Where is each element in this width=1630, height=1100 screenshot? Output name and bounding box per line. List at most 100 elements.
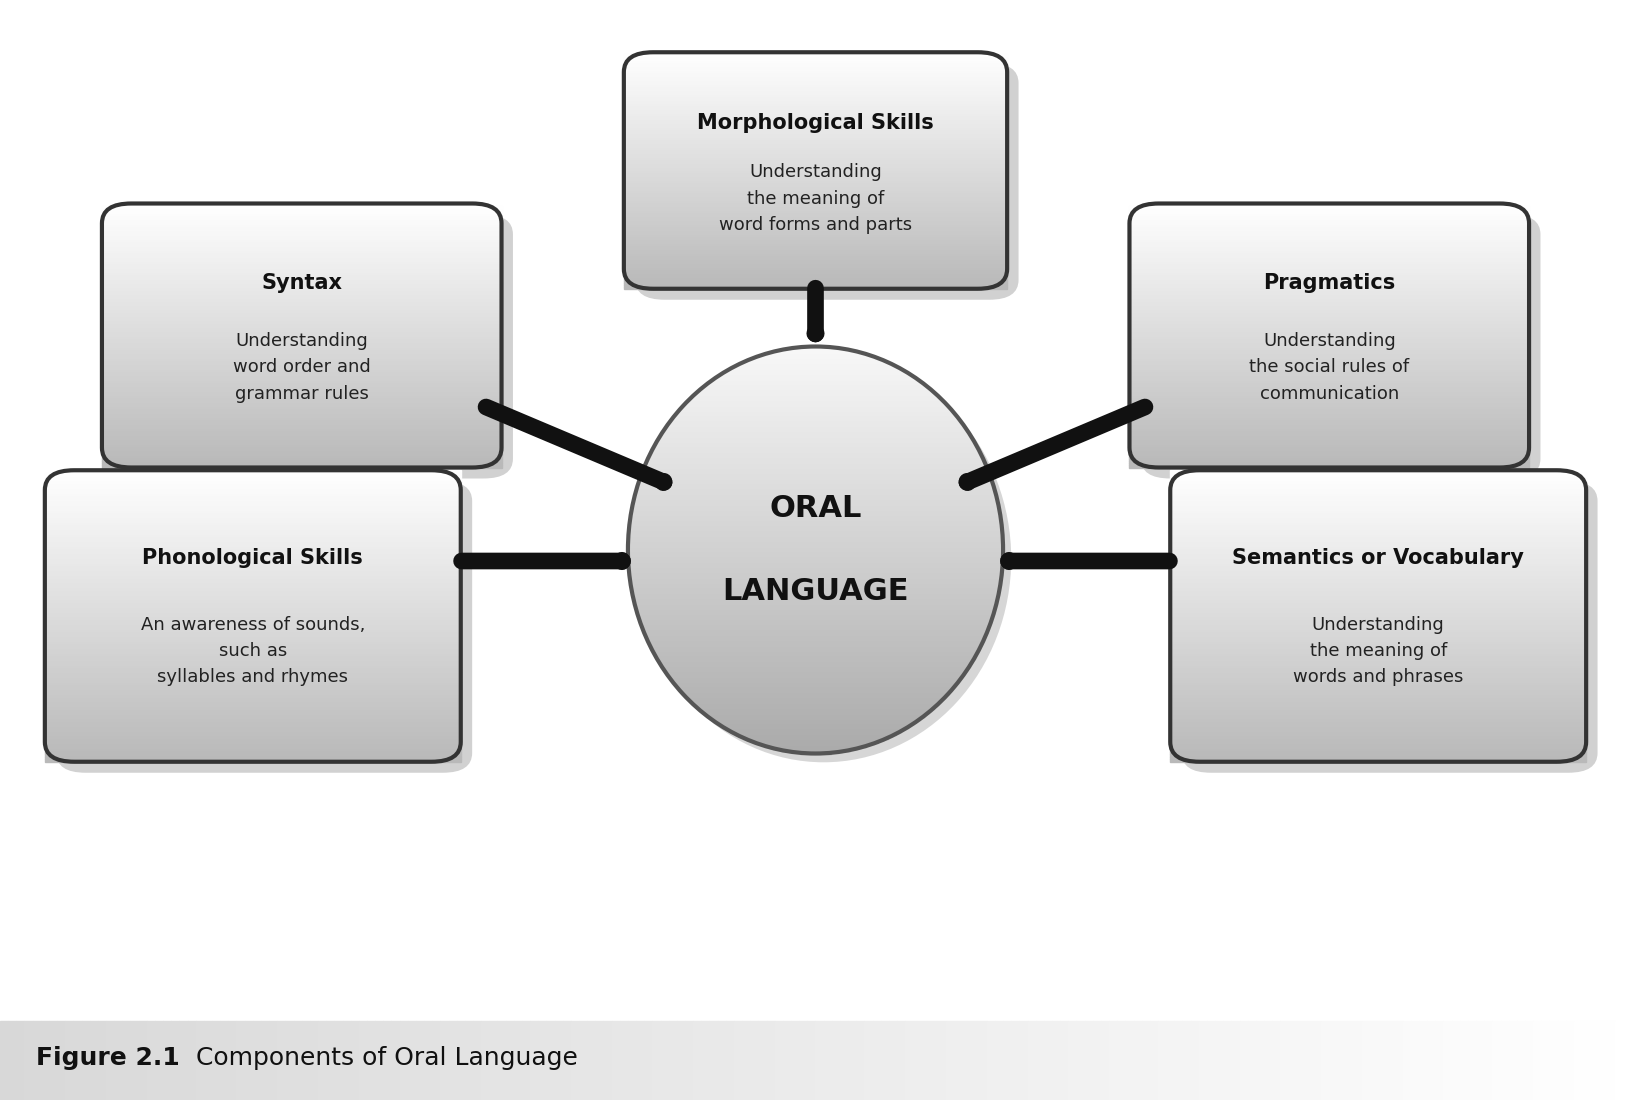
Bar	[634, 602, 996, 603]
Bar	[623, 119, 1006, 121]
Bar	[637, 486, 993, 487]
Text: Figure 2.1: Figure 2.1	[36, 1046, 179, 1070]
Bar	[1170, 556, 1584, 558]
Bar	[101, 443, 502, 446]
Bar	[649, 644, 981, 645]
Bar	[101, 399, 502, 402]
Bar	[1451, 1021, 1459, 1100]
Bar	[473, 1021, 481, 1100]
Bar	[737, 364, 893, 365]
Bar	[44, 538, 460, 541]
Bar	[171, 1021, 179, 1100]
Bar	[623, 273, 1006, 275]
Bar	[1128, 406, 1527, 408]
Bar	[302, 1021, 310, 1100]
Bar	[1128, 395, 1527, 397]
Bar	[1170, 495, 1584, 497]
Bar	[676, 411, 954, 412]
Bar	[1170, 735, 1584, 737]
Bar	[101, 239, 502, 241]
Bar	[101, 351, 502, 353]
Bar	[623, 230, 1006, 232]
Bar	[747, 738, 883, 740]
Bar	[101, 421, 502, 424]
Bar	[628, 549, 1002, 550]
Bar	[101, 258, 502, 261]
Bar	[44, 718, 460, 721]
Bar	[44, 652, 460, 654]
Bar	[285, 1021, 293, 1100]
Bar	[293, 1021, 302, 1100]
Bar	[101, 204, 502, 206]
Bar	[1128, 336, 1527, 338]
Bar	[1060, 1021, 1068, 1100]
Bar	[945, 1021, 954, 1100]
Bar	[623, 94, 1006, 96]
Bar	[740, 363, 890, 364]
Bar	[629, 581, 1001, 583]
Bar	[1426, 1021, 1434, 1100]
Bar	[101, 331, 502, 333]
Bar	[399, 1021, 408, 1100]
Bar	[623, 128, 1006, 129]
Bar	[1214, 1021, 1222, 1100]
Bar	[693, 395, 937, 397]
Bar	[101, 338, 502, 340]
Bar	[1128, 228, 1527, 230]
Bar	[1170, 679, 1584, 682]
Bar	[623, 68, 1006, 70]
Bar	[623, 208, 1006, 210]
Bar	[101, 377, 502, 379]
Bar	[628, 563, 1002, 565]
Bar	[1128, 302, 1527, 305]
Bar	[44, 679, 460, 682]
Bar	[1117, 1021, 1125, 1100]
Bar	[629, 579, 1001, 580]
Bar	[628, 551, 1002, 552]
Bar	[629, 526, 1001, 527]
Bar	[730, 368, 900, 370]
Bar	[1128, 340, 1527, 342]
Bar	[1128, 426, 1527, 428]
Bar	[1128, 272, 1527, 274]
Bar	[44, 485, 460, 487]
Bar	[101, 395, 502, 397]
Bar	[632, 499, 998, 502]
Bar	[623, 156, 1006, 158]
Bar	[628, 537, 1002, 538]
Bar	[1170, 536, 1584, 538]
Bar	[101, 419, 502, 421]
Bar	[634, 603, 996, 604]
Bar	[1128, 353, 1527, 355]
Bar	[1128, 428, 1527, 430]
Bar	[634, 498, 996, 499]
Bar	[101, 368, 502, 371]
Bar	[44, 737, 460, 740]
Bar	[101, 322, 502, 324]
Bar	[1170, 684, 1584, 686]
Bar	[672, 680, 958, 682]
Bar	[644, 631, 986, 632]
Bar	[1035, 1021, 1043, 1100]
Bar	[641, 621, 989, 624]
Text: Pragmatics: Pragmatics	[1262, 273, 1395, 293]
Bar	[774, 1021, 782, 1100]
Bar	[1128, 274, 1527, 276]
Bar	[1170, 483, 1584, 485]
Bar	[781, 349, 849, 351]
Bar	[1128, 375, 1527, 377]
Bar	[187, 1021, 196, 1100]
Bar	[49, 1021, 57, 1100]
Bar	[623, 81, 1006, 84]
Bar	[326, 1021, 334, 1100]
Bar	[650, 451, 980, 452]
Bar	[623, 129, 1006, 131]
Bar	[689, 701, 941, 702]
Bar	[706, 385, 924, 386]
Bar	[1128, 258, 1527, 261]
Bar	[1557, 1021, 1565, 1100]
Bar	[1247, 1021, 1255, 1100]
Bar	[628, 532, 1002, 534]
Bar	[1128, 342, 1527, 344]
Bar	[101, 217, 502, 219]
